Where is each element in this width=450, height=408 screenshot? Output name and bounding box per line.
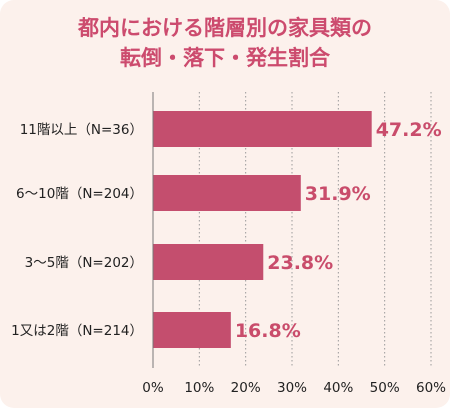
x-tick-label: 60% xyxy=(416,380,446,396)
grid-lines xyxy=(152,92,432,368)
category-label: 1又は2階（N=214） xyxy=(11,323,143,339)
bars xyxy=(153,111,372,348)
bar xyxy=(153,111,372,147)
category-label: 6～10階（N=204） xyxy=(16,186,143,202)
value-label: 23.8% xyxy=(267,252,333,274)
category-label: 3～5階（N=202） xyxy=(25,255,143,271)
x-tick-label: 30% xyxy=(277,380,307,396)
x-tick-label: 50% xyxy=(370,380,400,396)
chart-title-line-1: 都内における階層別の家具類の xyxy=(78,16,372,40)
x-tick-label: 40% xyxy=(323,380,353,396)
bar xyxy=(153,312,231,348)
value-label: 16.8% xyxy=(235,320,301,342)
category-label: 11階以上（N=36） xyxy=(20,122,143,138)
bar xyxy=(153,244,264,280)
x-tick-label: 20% xyxy=(231,380,261,396)
value-label: 47.2% xyxy=(376,119,442,141)
labels: 0% 10% 20% 30% 40% 50% 60% 11階以上（N=36） 47.2% 6～10… xyxy=(11,119,446,396)
chart-title-line-2: 転倒・落下・発生割合 xyxy=(120,46,330,70)
value-label: 31.9% xyxy=(305,183,371,205)
x-tick-label: 10% xyxy=(184,380,214,396)
x-tick-label: 0% xyxy=(142,380,164,396)
bar xyxy=(153,175,301,211)
